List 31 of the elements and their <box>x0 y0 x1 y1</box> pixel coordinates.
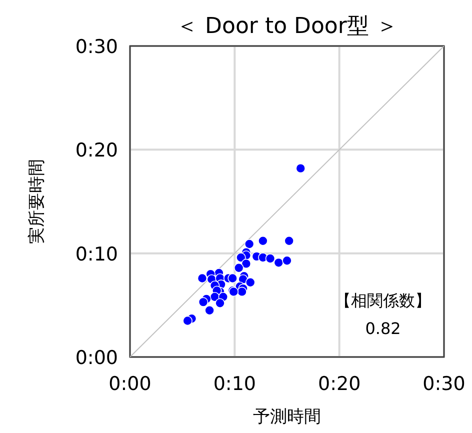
y-tick-label: 0:00 <box>75 347 118 369</box>
x-tick-label: 0:20 <box>318 373 361 395</box>
point <box>284 236 294 246</box>
y-tick-label: 0:20 <box>75 140 118 162</box>
x-tick-label: 0:00 <box>108 373 152 395</box>
point <box>282 256 292 266</box>
point <box>244 239 254 249</box>
point <box>228 273 238 284</box>
point <box>197 273 208 284</box>
chart-title: ＜ Door to Door型 ＞ <box>176 14 398 39</box>
point <box>204 305 214 316</box>
y-axis-title: 実所要時間 <box>27 159 47 244</box>
point <box>274 258 284 268</box>
point <box>198 297 208 307</box>
y-tick-label: 0:10 <box>75 243 118 266</box>
annotation: 0.82 <box>365 319 401 338</box>
point <box>234 262 244 273</box>
point <box>237 286 247 297</box>
annotation: 【相関係数】 <box>335 291 431 310</box>
x-tick-label: 0:30 <box>422 373 466 395</box>
point <box>241 258 252 269</box>
point <box>265 254 276 264</box>
point <box>236 252 246 262</box>
x-tick-label: 0:10 <box>213 373 256 395</box>
point <box>182 316 192 326</box>
point <box>258 236 268 246</box>
y-tick-label: 0:30 <box>75 36 118 58</box>
point <box>296 163 306 174</box>
point <box>215 298 225 308</box>
x-axis-title: 予測時間 <box>253 407 321 427</box>
point <box>245 277 256 288</box>
